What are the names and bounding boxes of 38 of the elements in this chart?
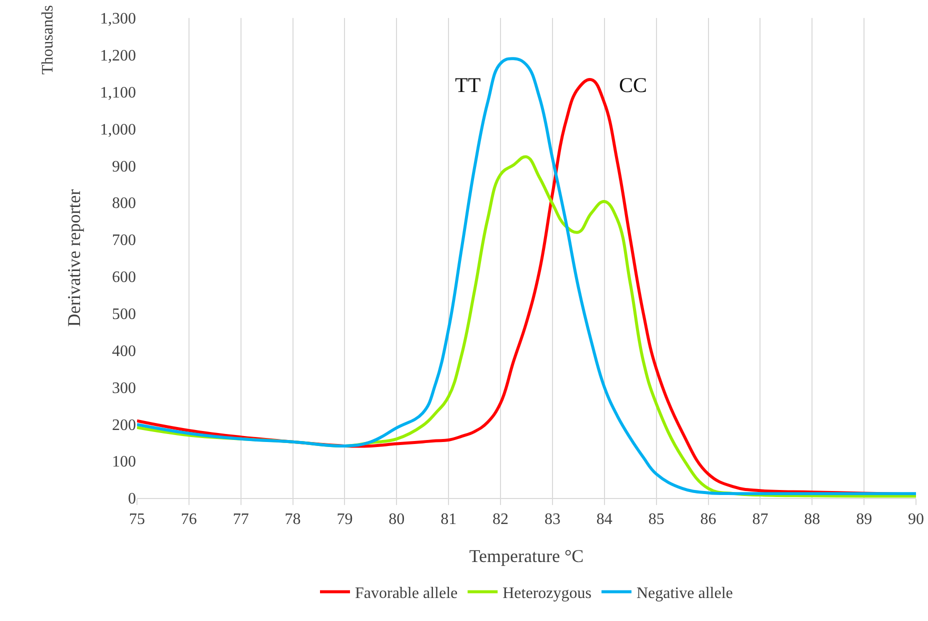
x-tick-label: 86 xyxy=(700,511,716,528)
y-tick-label: 1,100 xyxy=(100,84,136,102)
x-tick-label: 83 xyxy=(544,511,560,528)
y-axis-title: Derivative reporter xyxy=(64,189,84,327)
y-tick-label: 900 xyxy=(112,158,136,176)
y-tick-label: 100 xyxy=(112,454,136,471)
y-tick-label: 600 xyxy=(112,269,136,286)
x-tick-label: 79 xyxy=(336,511,353,528)
x-tick-label: 85 xyxy=(648,511,664,528)
y-tick-label: 1,000 xyxy=(100,121,136,138)
x-tick-label: 88 xyxy=(804,511,820,528)
x-tick-label: 76 xyxy=(180,511,197,528)
x-tick-label: 78 xyxy=(284,511,301,528)
x-tick-label: 75 xyxy=(129,511,145,528)
legend-label: Favorable allele xyxy=(355,584,458,602)
annotation: CC xyxy=(619,73,648,97)
annotation: TT xyxy=(455,73,481,97)
legend-label: Heterozygous xyxy=(502,584,592,602)
x-tick-label: 80 xyxy=(388,511,405,528)
x-tick-label: 84 xyxy=(596,511,612,528)
y-tick-label: 1,200 xyxy=(100,48,136,65)
legend-label: Negative allele xyxy=(636,584,733,602)
x-tick-label: 81 xyxy=(440,511,457,528)
x-tick-label: 82 xyxy=(492,511,509,528)
text: Thousands xyxy=(39,5,56,75)
y-tick-label: 0 xyxy=(128,490,136,508)
y-tick-label: 300 xyxy=(112,380,136,397)
y-tick-label: 400 xyxy=(112,342,136,360)
y-tick-label: 500 xyxy=(112,306,136,323)
y-tick-label: 200 xyxy=(112,416,136,434)
y-tick-label: 800 xyxy=(112,195,136,212)
x-tick-label: 87 xyxy=(752,511,768,528)
x-tick-label: 77 xyxy=(232,511,249,528)
y-tick-label: 700 xyxy=(112,232,136,250)
x-axis-title: Temperature °C xyxy=(469,546,584,566)
x-tick-label: 90 xyxy=(908,511,924,528)
x-tick-label: 89 xyxy=(856,511,872,528)
y-tick-label: 1,300 xyxy=(100,10,136,28)
